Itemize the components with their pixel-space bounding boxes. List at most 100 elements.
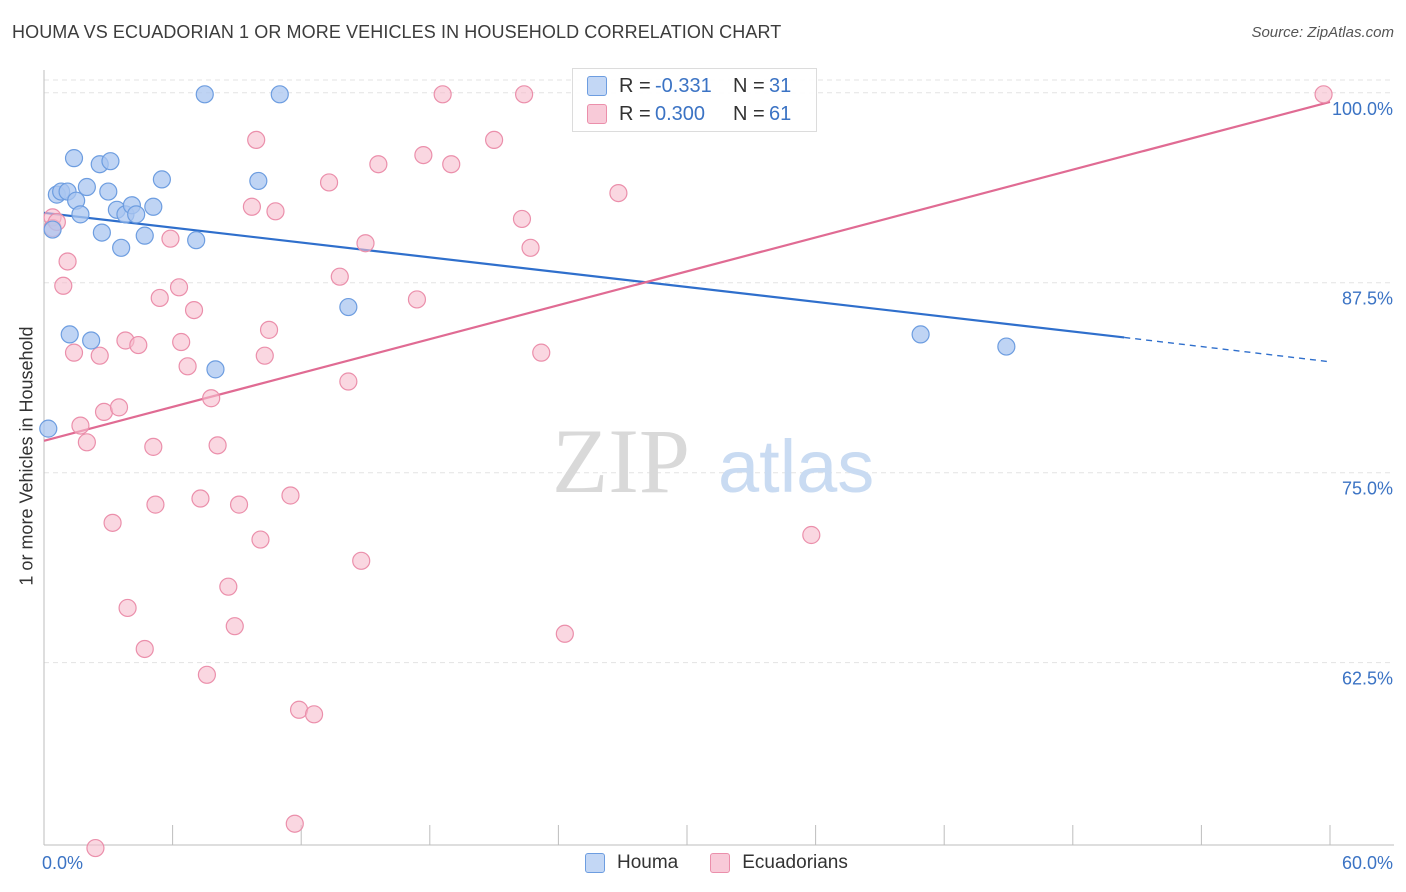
ecuadorians-point bbox=[161, 229, 180, 248]
ecuadorians-point bbox=[512, 209, 532, 229]
legend-item-ecuadorians[interactable]: Ecuadorians bbox=[710, 852, 848, 874]
ecuadorians-point bbox=[259, 320, 279, 339]
ecuadorians-point bbox=[442, 155, 461, 174]
ecuadorians-point bbox=[225, 617, 244, 636]
ecuadorians-point bbox=[129, 335, 148, 355]
legend-n-value: 31 bbox=[769, 74, 792, 97]
x-tick-label: 0.0% bbox=[42, 853, 83, 873]
houma-point bbox=[64, 149, 84, 168]
ecuadorians-point bbox=[485, 130, 504, 150]
ecuadorians-point bbox=[109, 398, 129, 417]
ecuadorians-point bbox=[103, 513, 122, 532]
ecuadorians-point bbox=[407, 290, 427, 309]
ecuadorians-point bbox=[184, 300, 204, 320]
ecuadorians-point bbox=[433, 85, 452, 104]
ecuadorians-point bbox=[172, 332, 191, 352]
houma-point bbox=[43, 220, 62, 239]
ecuadorians-point bbox=[197, 665, 216, 684]
houma-point bbox=[206, 360, 225, 379]
ecuadorians-point bbox=[229, 495, 249, 514]
y-tick-label: 62.5% bbox=[1342, 669, 1393, 689]
ecuadorians-point bbox=[77, 433, 96, 452]
legend-label-houma: Houma bbox=[617, 852, 679, 873]
ecuadorians-point bbox=[144, 437, 163, 456]
ecuadorians-point bbox=[64, 343, 84, 362]
houma-point bbox=[60, 325, 79, 344]
ecuadorians-point bbox=[266, 202, 285, 221]
legend-row-ecuadorians: R = 0.300 N = 61 bbox=[587, 102, 791, 126]
legend-n-label: N = bbox=[733, 74, 765, 97]
zipatlas-watermark: ZIP atlas bbox=[552, 410, 874, 512]
legend-n-label: N = bbox=[733, 102, 765, 125]
houma-swatch bbox=[587, 76, 607, 96]
houma-points bbox=[39, 85, 1016, 438]
y-axis-label: 1 or more Vehicles in Household bbox=[16, 326, 37, 586]
legend-r-value: 0.300 bbox=[655, 102, 706, 125]
legend-r-label: R = bbox=[619, 74, 651, 97]
watermark-atlas: atlas bbox=[718, 425, 874, 508]
ecuadorians-point bbox=[339, 372, 358, 391]
y-tick-label: 100.0% bbox=[1332, 99, 1393, 119]
ecuadorians-swatch bbox=[710, 853, 731, 873]
houma-point bbox=[152, 170, 171, 189]
ecuadorians-point bbox=[330, 267, 349, 286]
grid-lines bbox=[44, 79, 1394, 664]
x-tick-label: 60.0% bbox=[1342, 853, 1393, 873]
houma-point bbox=[249, 171, 268, 191]
ecuadorians-point bbox=[208, 436, 227, 455]
ecuadorians-point bbox=[532, 343, 551, 362]
houma-point bbox=[339, 297, 358, 317]
ecuadorians-point bbox=[251, 530, 270, 549]
ecuadorians-point bbox=[255, 346, 274, 365]
houma-trend-extension bbox=[1124, 336, 1331, 363]
watermark-zip: ZIP bbox=[552, 410, 690, 512]
chart-title: HOUMA VS ECUADORIAN 1 OR MORE VEHICLES I… bbox=[12, 22, 782, 42]
ecuadorians-point bbox=[94, 402, 114, 422]
ecuadorians-point bbox=[150, 288, 169, 308]
legend-label-ecuadorians: Ecuadorians bbox=[742, 852, 848, 873]
ecuadorians-point bbox=[304, 705, 324, 724]
houma-point bbox=[127, 205, 146, 224]
houma-point bbox=[71, 205, 90, 224]
houma-trend-line bbox=[43, 211, 1125, 339]
ecuadorians-point bbox=[169, 278, 189, 297]
ecuadorians-point bbox=[71, 416, 90, 435]
ecuadorians-point bbox=[54, 276, 73, 295]
ecuadorians-point bbox=[281, 486, 300, 505]
ecuadorians-point bbox=[802, 525, 821, 545]
houma-point bbox=[270, 85, 289, 104]
ecuadorians-point bbox=[247, 130, 266, 150]
correlation-legend: R = -0.331 N = 31 R = 0.300 N = 61 bbox=[572, 68, 817, 132]
ecuadorians-point bbox=[90, 346, 109, 365]
legend-r-label: R = bbox=[619, 102, 651, 125]
ecuadorians-point bbox=[202, 389, 221, 408]
legend-item-houma[interactable]: Houma bbox=[585, 852, 678, 874]
houma-swatch bbox=[585, 853, 605, 873]
houma-point bbox=[82, 331, 101, 350]
y-tick-label: 75.0% bbox=[1342, 479, 1393, 499]
ecuadorians-point bbox=[285, 814, 304, 833]
source-label: Source: ZipAtlas.com bbox=[1251, 24, 1394, 41]
houma-point bbox=[92, 223, 111, 242]
houma-point bbox=[997, 337, 1016, 356]
houma-point bbox=[99, 182, 118, 201]
ecuadorians-point bbox=[178, 357, 197, 376]
ecuadorians-point bbox=[146, 495, 165, 514]
ecuadorians-point bbox=[86, 838, 105, 858]
legend-row-houma: R = -0.331 N = 31 bbox=[587, 74, 791, 98]
houma-point bbox=[144, 197, 163, 216]
houma-point bbox=[39, 419, 58, 438]
ecuadorians-point bbox=[242, 197, 262, 216]
ecuadorians-point bbox=[289, 700, 309, 719]
ecuadorians-point bbox=[191, 489, 210, 508]
trend-lines bbox=[43, 100, 1331, 442]
ecuadorians-point bbox=[521, 238, 540, 257]
axes bbox=[43, 70, 1394, 846]
ecuadorians-point bbox=[352, 551, 371, 570]
houma-point bbox=[101, 152, 120, 171]
ecuadorians-point bbox=[219, 577, 238, 596]
houma-point bbox=[77, 177, 96, 197]
tick-labels: 62.5% 75.0% 87.5% 100.0% 0.0% 60.0% bbox=[42, 99, 1393, 873]
ecuadorians-point bbox=[1314, 85, 1333, 104]
ecuadorians-point bbox=[555, 624, 574, 643]
